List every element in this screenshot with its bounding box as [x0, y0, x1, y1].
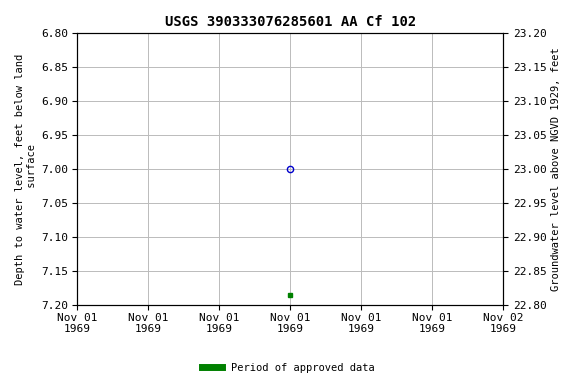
Legend: Period of approved data: Period of approved data [198, 359, 378, 377]
Y-axis label: Groundwater level above NGVD 1929, feet: Groundwater level above NGVD 1929, feet [551, 47, 561, 291]
Title: USGS 390333076285601 AA Cf 102: USGS 390333076285601 AA Cf 102 [165, 15, 416, 29]
Y-axis label: Depth to water level, feet below land
 surface: Depth to water level, feet below land su… [15, 53, 37, 285]
